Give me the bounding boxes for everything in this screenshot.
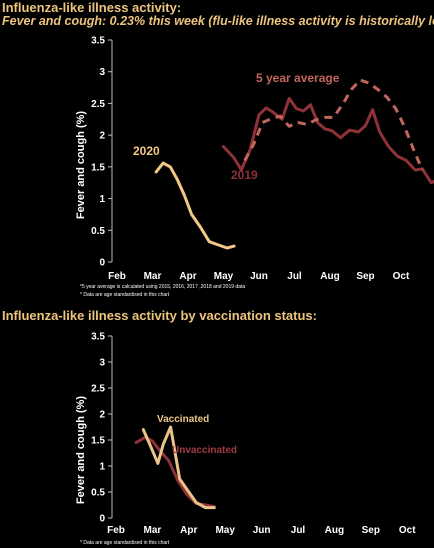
chart2-x-tick-label: Jun	[253, 525, 271, 536]
chart1-footnote: *5 year average is calculated using 2015…	[80, 284, 245, 290]
chart1-footnote: * Data are age standardised in this char…	[80, 292, 170, 298]
chart2-x-tick-label: Feb	[107, 525, 125, 536]
chart1-subtitle: Fever and cough: 0.23% this week (flu-li…	[2, 14, 434, 28]
chart1-x-tick-label: Apr	[179, 271, 196, 282]
chart1-series-2019	[222, 96, 434, 185]
chart1-y-tick-label: 2	[99, 131, 105, 142]
chart2-title: Influenza-like illness activity by vacci…	[2, 308, 317, 323]
chart1-y-tick-label: 3	[99, 67, 105, 78]
chart2-x-tick-label: Aug	[325, 525, 344, 536]
chart1-y-tick-label: 3.5	[91, 36, 105, 47]
chart2-y-tick-label: 1	[99, 462, 105, 473]
chart2-y-axis-label: Fever and cough (%)	[75, 396, 87, 505]
chart2-y-tick-label: 3	[99, 358, 105, 369]
chart1-title: Influenza-like illness activity:	[2, 0, 182, 15]
chart1-series-5-year-average	[243, 78, 424, 171]
chart1-label-2019: 2019	[231, 168, 258, 182]
chart2-y-tick-label: 0.5	[91, 488, 105, 499]
chart1-x-tick-label: Jun	[250, 271, 268, 282]
chart1-y-tick-label: 0	[99, 258, 105, 269]
chart2-x-tick-label: Jul	[291, 525, 306, 536]
chart1-x-tick-label: Mar	[144, 271, 162, 282]
chart1-y-tick-label: 0.5	[91, 226, 105, 237]
chart1-y-tick-label: 2.5	[91, 99, 105, 110]
chart2-label-unvaccinated: Unvaccinated	[172, 445, 237, 456]
chart2-y-tick-label: 2.5	[91, 384, 105, 395]
chart2-x-tick-label: Mar	[144, 525, 162, 536]
chart1-y-tick-label: 1.5	[91, 162, 105, 173]
chart1-x-tick-label: May	[214, 271, 234, 282]
chart2-y-tick-label: 3.5	[91, 332, 105, 343]
chart1-series-2020	[154, 161, 236, 250]
chart2-footnote: * Data are age standardised in this char…	[80, 540, 170, 546]
chart1-y-axis-label: Fever and cough (%)	[75, 111, 87, 220]
chart1-label-5-year-average: 5 year average	[256, 71, 340, 85]
chart1-x-tick-label: Feb	[108, 271, 126, 282]
chart2-y-tick-label: 0	[99, 514, 105, 525]
chart2-y-tick-label: 1.5	[91, 436, 105, 447]
chart2-x-tick-label: Oct	[399, 525, 416, 536]
chart2-y-tick-label: 2	[99, 410, 105, 421]
chart2-x-tick-label: Sep	[362, 525, 380, 536]
chart1-label-2020: 2020	[133, 144, 160, 158]
chart1-x-tick-label: Oct	[393, 271, 410, 282]
chart2-label-vaccinated: Vaccinated	[157, 414, 209, 425]
chart2-series-vaccinated	[141, 425, 216, 510]
chart1-x-tick-label: Sep	[356, 271, 374, 282]
chart1-x-tick-label: Aug	[320, 271, 339, 282]
chart1-y-tick-label: 1	[99, 194, 105, 205]
chart2-x-tick-label: May	[215, 525, 235, 536]
chart2-x-tick-label: Apr	[180, 525, 197, 536]
chart1-x-tick-label: Jul	[287, 271, 302, 282]
